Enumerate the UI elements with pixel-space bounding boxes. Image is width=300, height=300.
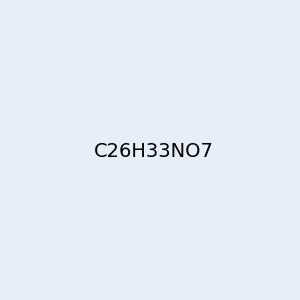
Text: C26H33NO7: C26H33NO7 xyxy=(94,142,214,161)
